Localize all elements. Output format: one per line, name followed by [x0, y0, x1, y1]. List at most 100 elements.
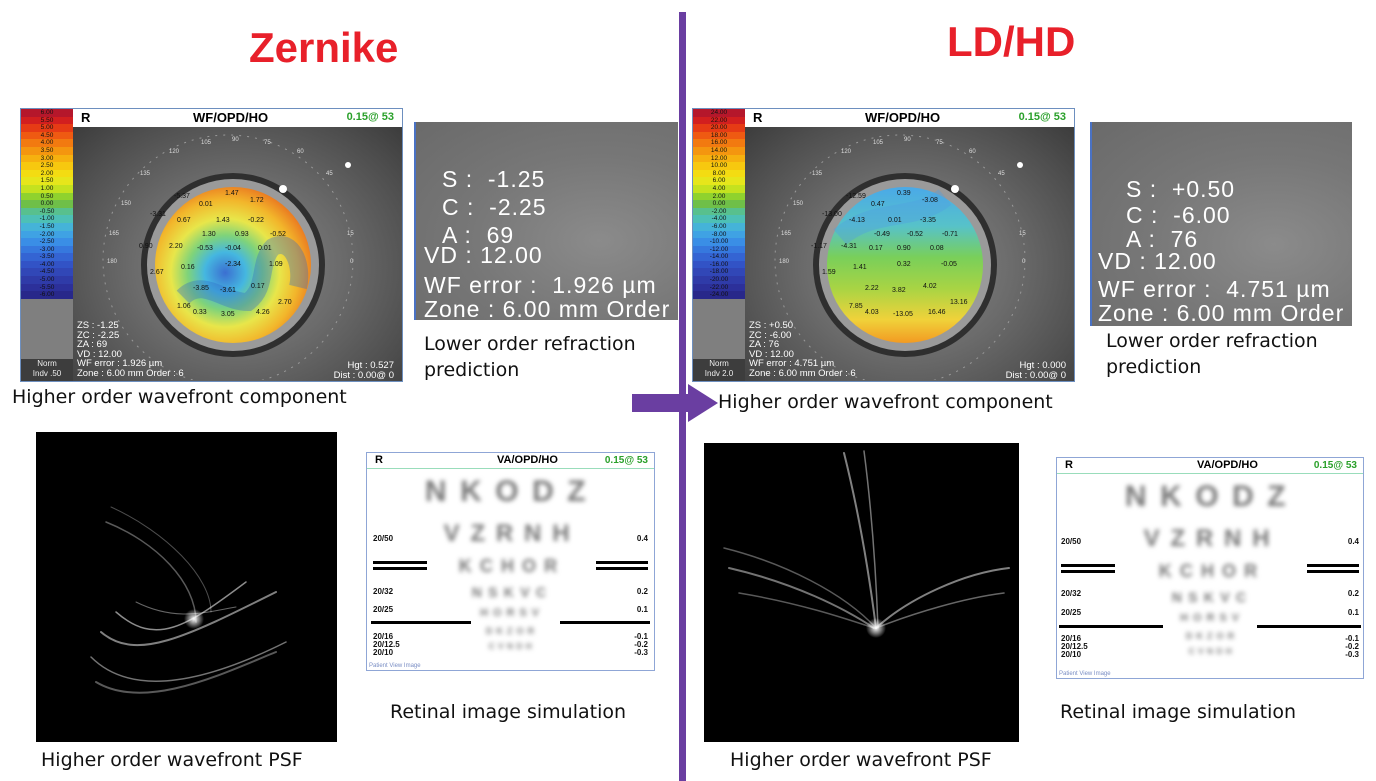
right-vd: VD : 12.00: [749, 348, 794, 360]
map-value: 0.32: [897, 261, 911, 268]
axis-label: 60: [297, 149, 304, 155]
right-wf-title: WF/OPD/HO: [865, 110, 941, 125]
scale-cell: -14.00: [693, 253, 745, 261]
axis-label: 165: [781, 231, 792, 237]
left-va-label-2025: 20/25: [373, 605, 394, 614]
right-refr-s: S : +0.50: [1126, 176, 1236, 202]
scale-cell: -16.00: [693, 260, 745, 269]
right-wf-info-right: Hgt : 0.000 Dist : 0.00@ 0: [1006, 361, 1066, 381]
scale-cell: -5.00: [21, 276, 73, 284]
map-value: -12.59: [846, 193, 866, 200]
map-value: 16.46: [928, 309, 946, 316]
right-psf-image: [704, 443, 1019, 742]
right-va-right-01: 0.1: [1347, 608, 1359, 617]
scale-cell: -5.50: [21, 283, 73, 292]
map-value: -13.05: [893, 311, 913, 318]
right-va-right-02: 0.2: [1347, 589, 1359, 598]
left-va-scale-setting: 0.15@ 53: [604, 455, 648, 466]
right-wf-error: WF error : 4.751 µm: [749, 358, 835, 369]
left-va-bar: [373, 561, 427, 564]
map-value: -0.49: [874, 231, 890, 238]
axis-label: 60: [969, 149, 976, 155]
right-eye-image: 120 105 90 75 60 135 45 150 165 15 180 0 -12.59 0.39…: [745, 127, 1074, 381]
axis-label: 105: [873, 140, 884, 146]
left-refr-vd: VD : 12.00: [424, 242, 543, 268]
scale-cell: 5.50: [21, 116, 73, 125]
map-value: -3.08: [922, 197, 938, 204]
axis-label: 15: [1019, 231, 1026, 237]
right-va-right-m01: -0.1: [1345, 634, 1359, 643]
chart-letter-row: HORSV: [480, 607, 544, 620]
left-va-patient-view: Patient View Image: [369, 663, 421, 669]
right-va-label-2016: 20/16: [1061, 634, 1082, 643]
axis-label: 135: [140, 171, 151, 177]
map-value: -13.00: [822, 211, 842, 218]
scale-cell: 0.50: [21, 192, 73, 201]
axis-label: 105: [201, 140, 212, 146]
left-zs: ZS : -1.25: [77, 320, 119, 331]
axis-label: 180: [779, 259, 790, 265]
map-value: 0.93: [235, 231, 249, 238]
scale-cell: 2.00: [693, 192, 745, 201]
chart-letter-row: VZRNH: [443, 519, 581, 547]
right-refraction-caption-line2: prediction: [1106, 356, 1202, 378]
right-va-bar: [1059, 625, 1163, 628]
left-wf-title: WF/OPD/HO: [193, 110, 269, 125]
right-va-label-2010: 20/10: [1061, 650, 1082, 659]
map-value: 0.39: [897, 190, 911, 197]
right-zc: ZC : -6.00: [749, 329, 792, 341]
map-value: 1.41: [853, 264, 867, 271]
chart-letter-row: KCHOR: [1158, 560, 1266, 581]
map-value: 0.17: [869, 245, 883, 252]
left-wavefront-map: 6.00 5.50 5.00 4.50 4.00 3.50 3.00 2.50 2.00 1.50…: [20, 108, 403, 382]
map-value: 0.90: [139, 243, 153, 250]
axis-label: 45: [326, 171, 333, 177]
scale-cell: 20.00: [693, 124, 745, 132]
chart-letter-row: VZRNH: [1143, 524, 1281, 552]
scale-cell: 0.00: [21, 200, 73, 208]
map-value: 0.08: [930, 245, 944, 252]
left-va-bar: [371, 621, 471, 624]
scale-cell: -8.00: [693, 230, 745, 239]
map-value: 3.82: [892, 287, 906, 294]
scale-cell: -20.00: [693, 276, 745, 284]
scale-cell: -4.50: [21, 268, 73, 277]
map-value: 0.01: [199, 201, 213, 208]
chart-letter-row: NKODZ: [424, 475, 600, 508]
map-value: 0.01: [888, 217, 902, 224]
scale-cell: 10.00: [693, 162, 745, 170]
scale-cell: -3.00: [21, 245, 73, 254]
right-va-label-2025: 20/25: [1061, 608, 1082, 617]
chart-letter-row: CVNDH: [488, 642, 536, 652]
right-color-scale: 24.00 22.00 20.00 18.00 16.00 14.00 12.00 10.00…: [693, 109, 745, 381]
left-eye-image: 120 105 90 75 60 135 45 150 165 15 180 0 -5.37 1.47 1…: [73, 127, 402, 381]
scale-cell: 12.00: [693, 154, 745, 163]
map-value: 1.43: [216, 217, 230, 224]
right-va-bar: [1257, 625, 1361, 628]
left-refraction-zoom: S : -1.25 C : -2.25 A : 69 VD : 12.00 WF…: [414, 122, 678, 320]
map-value: -0.53: [197, 245, 213, 252]
scale-cell: -2.50: [21, 238, 73, 246]
right-va-label-20125: 20/12.5: [1061, 642, 1088, 651]
scale-cell: -1.00: [21, 215, 73, 223]
left-wf-info-right: Hgt : 0.527 Dist : 0.00@ 0: [334, 361, 394, 381]
right-wf-scale-setting: 0.15@ 53: [1018, 111, 1066, 123]
right-refr-zone: Zone : 6.00 mm Order: [1098, 300, 1345, 326]
left-va-label-20125: 20/12.5: [373, 640, 400, 649]
map-value: 2.70: [278, 299, 292, 306]
scale-cell: 4.00: [693, 184, 745, 193]
left-va-caption: Retinal image simulation: [390, 701, 627, 723]
axis-label: 0: [350, 259, 354, 265]
map-value: 2.20: [169, 243, 183, 250]
left-refr-s: S : -1.25: [442, 166, 546, 192]
scale-norm-label: Norm Indv .50: [21, 359, 73, 381]
left-refr-a: A : 69: [442, 222, 515, 248]
left-va-right-04: 0.4: [636, 534, 648, 543]
scale-cell: -3.50: [21, 253, 73, 261]
scale-cell: -2.00: [21, 230, 73, 239]
left-wf-scale-setting: 0.15@ 53: [346, 111, 394, 123]
left-va-right-01: 0.1: [636, 605, 648, 614]
right-title: LD/HD: [947, 18, 1076, 65]
map-value: 1.06: [177, 303, 191, 310]
map-value: 4.02: [923, 283, 937, 290]
